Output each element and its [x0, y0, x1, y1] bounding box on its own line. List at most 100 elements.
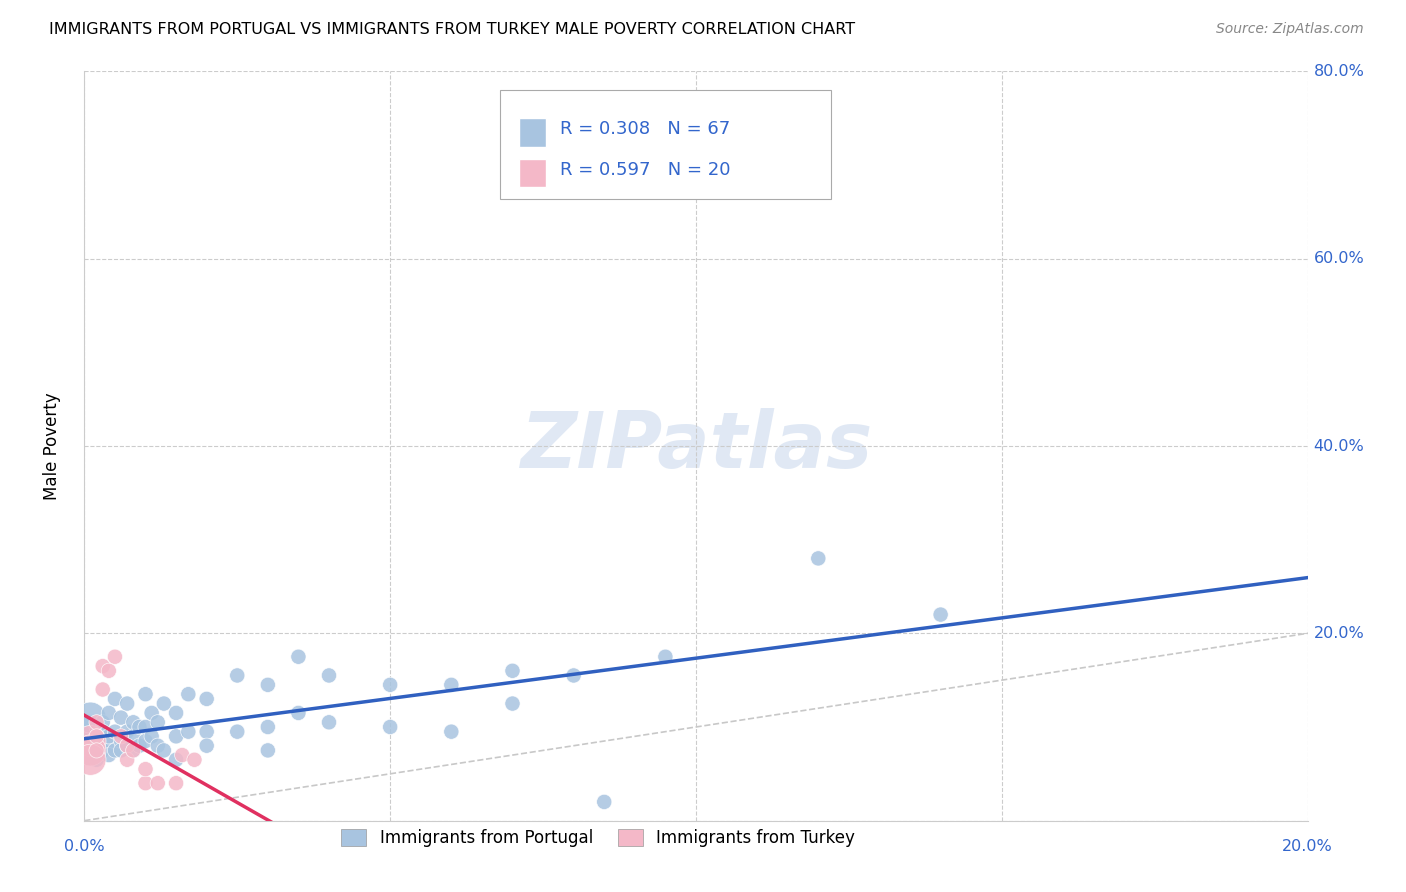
Point — [91, 715, 114, 730]
Point — [86, 753, 108, 767]
Point — [257, 678, 280, 692]
Point — [91, 659, 114, 673]
Point — [79, 710, 101, 724]
Point — [104, 649, 127, 664]
Point — [128, 739, 150, 753]
Point — [104, 743, 127, 757]
Point — [115, 739, 138, 753]
Point — [86, 720, 108, 734]
Point — [79, 734, 101, 748]
Point — [165, 730, 187, 744]
Text: 20.0%: 20.0% — [1313, 626, 1364, 640]
Point — [135, 734, 157, 748]
Point — [122, 730, 145, 744]
Point — [115, 724, 138, 739]
Point — [153, 697, 176, 711]
Point — [165, 776, 187, 790]
Point — [115, 753, 138, 767]
FancyBboxPatch shape — [501, 90, 831, 199]
Point — [97, 664, 120, 678]
Point — [141, 730, 163, 744]
Point — [318, 668, 340, 682]
Text: ZIPatlas: ZIPatlas — [520, 408, 872, 484]
Point — [91, 724, 114, 739]
Point — [135, 720, 157, 734]
Point — [146, 776, 169, 790]
Point — [91, 743, 114, 757]
Point — [440, 678, 463, 692]
Point — [104, 724, 127, 739]
Point — [110, 710, 132, 724]
Point — [110, 734, 132, 748]
Point — [177, 687, 200, 701]
Point — [177, 724, 200, 739]
Point — [153, 743, 176, 757]
Point — [195, 724, 218, 739]
Point — [79, 753, 101, 767]
Point — [128, 720, 150, 734]
Point — [318, 715, 340, 730]
Point — [165, 706, 187, 720]
Point — [79, 743, 101, 757]
Point — [929, 607, 952, 622]
Point — [91, 682, 114, 697]
Text: 40.0%: 40.0% — [1313, 439, 1364, 453]
Point — [97, 739, 120, 753]
Point — [86, 715, 108, 730]
Point — [110, 730, 132, 744]
Point — [141, 706, 163, 720]
Point — [91, 734, 114, 748]
Point — [287, 706, 309, 720]
Text: Source: ZipAtlas.com: Source: ZipAtlas.com — [1216, 22, 1364, 37]
Point — [380, 720, 402, 734]
Text: 0.0%: 0.0% — [65, 839, 104, 855]
Point — [86, 730, 108, 744]
Point — [562, 668, 585, 682]
Point — [122, 743, 145, 757]
Point — [287, 649, 309, 664]
Point — [97, 706, 120, 720]
Point — [122, 715, 145, 730]
Point — [146, 715, 169, 730]
Point — [97, 730, 120, 744]
Legend: Immigrants from Portugal, Immigrants from Turkey: Immigrants from Portugal, Immigrants fro… — [335, 822, 862, 854]
Point — [257, 720, 280, 734]
Point — [257, 743, 280, 757]
Text: 60.0%: 60.0% — [1313, 252, 1364, 266]
Point — [135, 687, 157, 701]
Point — [226, 724, 249, 739]
Point — [807, 551, 830, 566]
Point — [195, 739, 218, 753]
Point — [172, 747, 194, 762]
Point — [593, 795, 616, 809]
Point — [97, 747, 120, 762]
Point — [380, 678, 402, 692]
Point — [654, 649, 676, 664]
Point — [135, 762, 157, 776]
Text: 80.0%: 80.0% — [1313, 64, 1365, 78]
Point — [183, 753, 205, 767]
Point — [104, 692, 127, 706]
Point — [86, 743, 108, 757]
Point — [110, 743, 132, 757]
Point — [135, 776, 157, 790]
Text: 20.0%: 20.0% — [1282, 839, 1333, 855]
Point — [165, 753, 187, 767]
Point — [502, 697, 524, 711]
Point — [195, 692, 218, 706]
Bar — [519, 118, 546, 146]
Point — [115, 697, 138, 711]
Point — [115, 739, 138, 753]
Point — [79, 724, 101, 739]
Text: IMMIGRANTS FROM PORTUGAL VS IMMIGRANTS FROM TURKEY MALE POVERTY CORRELATION CHAR: IMMIGRANTS FROM PORTUGAL VS IMMIGRANTS F… — [49, 22, 855, 37]
Point — [146, 739, 169, 753]
Text: R = 0.308   N = 67: R = 0.308 N = 67 — [560, 120, 731, 138]
Point — [79, 743, 101, 757]
Point — [502, 664, 524, 678]
Point — [122, 743, 145, 757]
Point — [440, 724, 463, 739]
Bar — [519, 159, 546, 187]
Text: R = 0.597   N = 20: R = 0.597 N = 20 — [560, 161, 731, 178]
Point — [86, 739, 108, 753]
Y-axis label: Male Poverty: Male Poverty — [42, 392, 60, 500]
